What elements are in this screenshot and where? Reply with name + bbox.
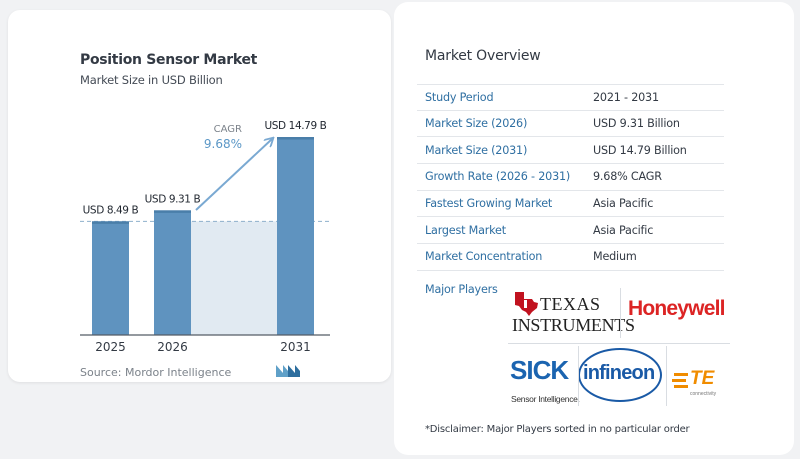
overview-row-value: USD 9.31 Billion (593, 117, 680, 131)
overview-row-value: 9.68% CAGR (593, 170, 662, 184)
overview-row: Fastest Growing Market Asia Pacific (417, 191, 724, 218)
overview-row-value: 2021 - 2031 (593, 90, 659, 104)
mordor-logo-icon (276, 365, 300, 377)
infineon-logo: infineon (577, 346, 665, 404)
overview-row-label: Largest Market (425, 223, 506, 237)
overview-row: Largest Market Asia Pacific (417, 217, 724, 245)
cagr-label: CAGR (214, 124, 242, 135)
logo-divider (620, 288, 621, 338)
ti-logo-bottom: INSTRUMENTS (512, 315, 635, 335)
source-note: Source: Mordor Intelligence (80, 366, 232, 379)
overview-row-label: Market Size (2031) (425, 143, 528, 157)
bar-chart: USD 8.49 B 2025 USD 9.31 B 2026 USD 14.79 B 2… (80, 120, 330, 354)
x-tick-label: 2026 (157, 340, 188, 354)
overview-row: Market Size (2031) USD 14.79 Billion (417, 137, 724, 165)
overview-row-value: Asia Pacific (593, 223, 654, 237)
te-logo-tagline: connectivity (690, 391, 717, 397)
te-connectivity-logo: TE connectivity (672, 366, 722, 400)
ti-logo-top: TEXAS (540, 294, 601, 314)
cagr-value: 9.68% (204, 137, 242, 151)
overview-table: Study Period 2021 - 2031 Market Size (2026… (417, 84, 724, 271)
te-stripes-icon (672, 373, 688, 388)
texas-state-icon (515, 292, 538, 316)
major-players-label: Major Players (425, 283, 498, 296)
overview-row: Growth Rate (2026 - 2031) 9.68% CAGR (417, 164, 724, 191)
overview-row-label: Growth Rate (2026 - 2031) (425, 170, 571, 184)
bar-value-label: USD 8.49 B (83, 204, 139, 216)
honeywell-logo: Honeywell (628, 297, 725, 320)
overview-row: Market Size (2026) USD 9.31 Billion (417, 111, 724, 138)
overview-row-label: Market Size (2026) (425, 117, 528, 131)
x-tick-label: 2031 (280, 340, 311, 354)
texas-instruments-logo: TEXAS INSTRUMENTS (512, 288, 635, 338)
overview-row: Market Concentration Medium (417, 244, 724, 271)
disclaimer: *Disclaimer: Major Players sorted in no … (425, 424, 690, 435)
chart-title: Position Sensor Market (80, 52, 258, 68)
logo-divider (666, 346, 667, 406)
chart-subtitle: Market Size in USD Billion (80, 73, 223, 87)
infineon-logo-word: infineon (583, 362, 655, 384)
overview-row-label: Study Period (425, 90, 494, 104)
cagr-arrow (195, 139, 272, 211)
reference-shade (191, 221, 277, 335)
sick-logo-tagline: Sensor Intelligence. (511, 394, 580, 404)
bar-top-edge (92, 221, 129, 224)
bar-top-edge (277, 137, 314, 140)
bar-value-label: USD 9.31 B (145, 193, 201, 205)
infineon-ring-icon (578, 348, 662, 402)
bar (92, 221, 129, 335)
overview-row-value: USD 14.79 Billion (593, 143, 687, 157)
overview-row-label: Fastest Growing Market (425, 197, 553, 211)
overview-row-value: Asia Pacific (593, 197, 654, 211)
overview-row: Study Period 2021 - 2031 (417, 84, 724, 111)
bar-value-label: USD 14.79 B (265, 120, 327, 132)
sick-logo: SICK Sensor Intelligence. (510, 355, 580, 405)
x-tick-label: 2025 (95, 340, 126, 354)
overview-row-value: Medium (593, 250, 637, 264)
te-logo-word: TE (690, 368, 715, 389)
overview-title: Market Overview (425, 48, 541, 64)
bar (277, 137, 314, 335)
overview-row-label: Market Concentration (425, 250, 543, 264)
sick-logo-word: SICK (510, 355, 569, 385)
logo-divider (578, 346, 579, 406)
bar (154, 210, 191, 335)
logo-divider (508, 343, 730, 344)
bar-top-edge (154, 210, 191, 213)
